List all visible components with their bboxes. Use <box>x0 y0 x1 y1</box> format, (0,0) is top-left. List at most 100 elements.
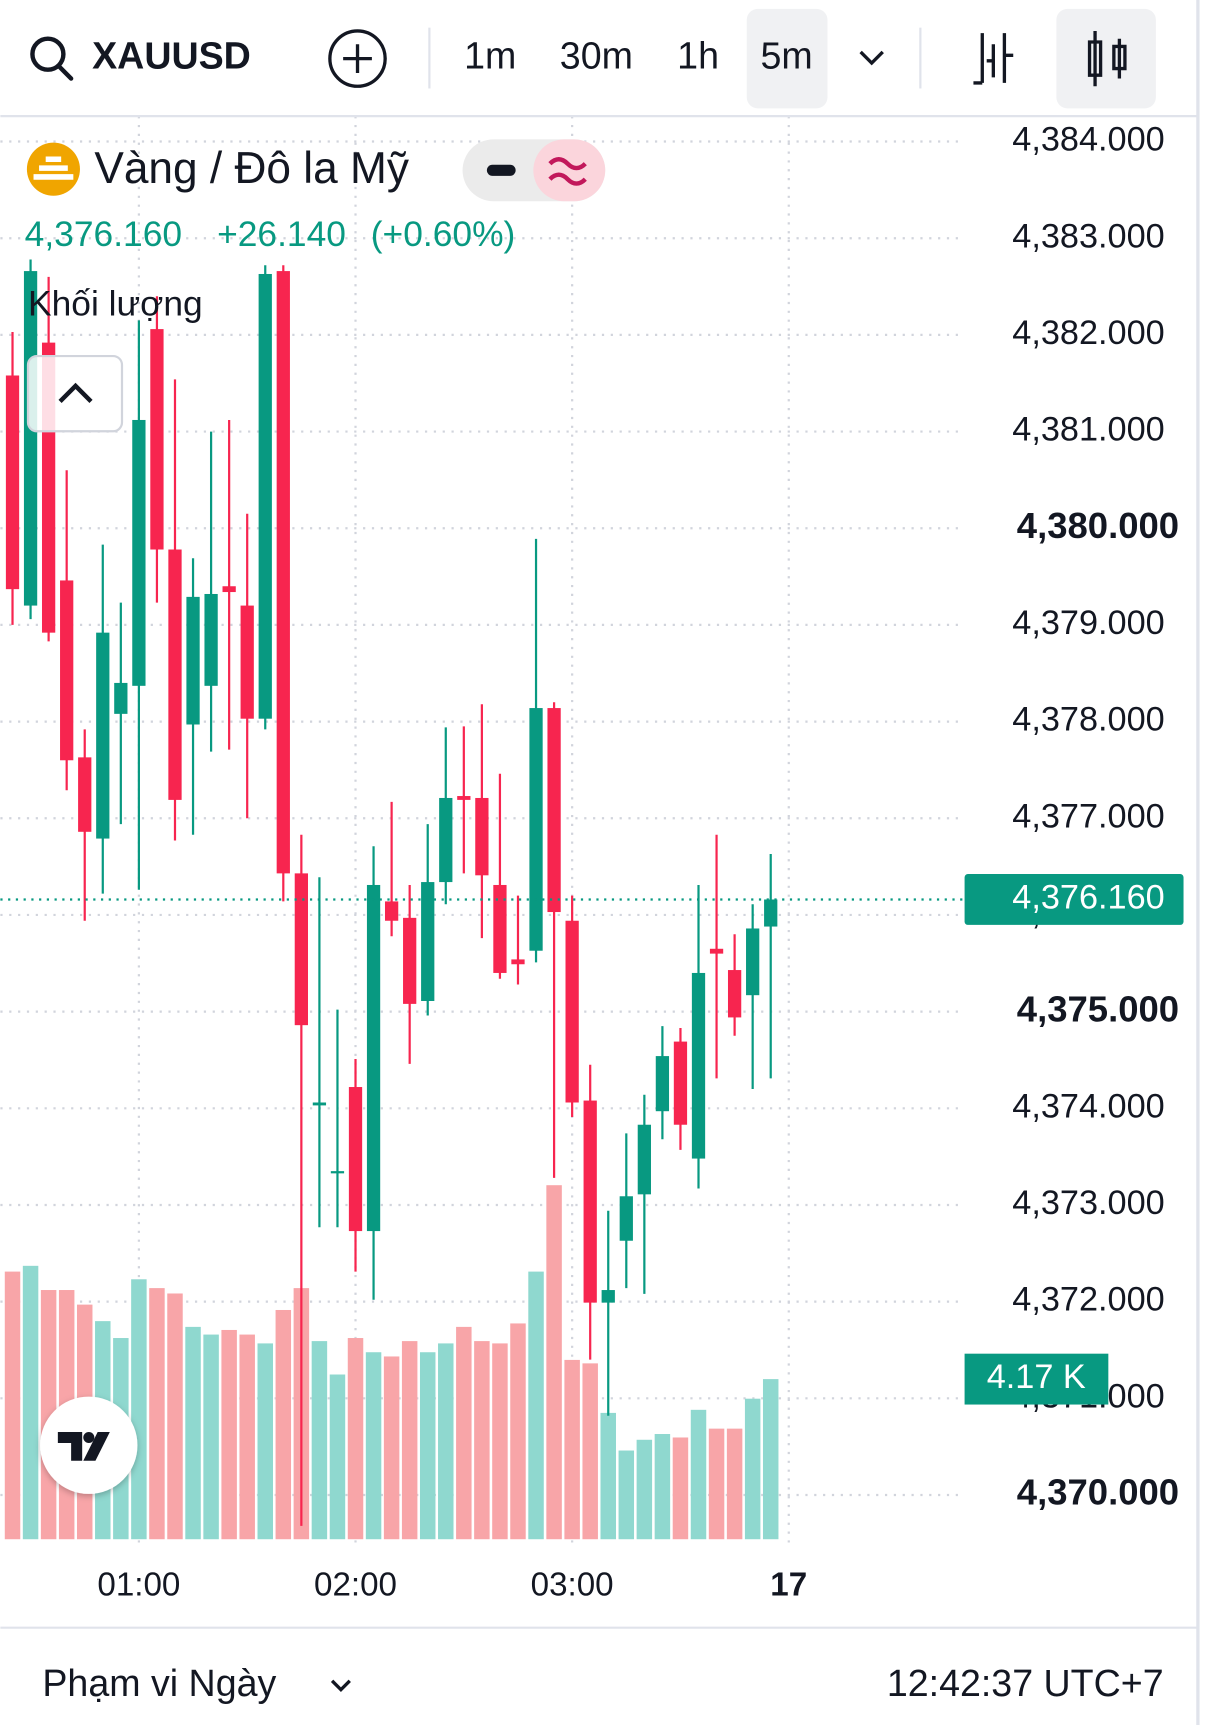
volume-bar <box>528 1271 544 1540</box>
last-price: 4,376.160 <box>25 215 182 254</box>
volume-bar <box>474 1341 490 1540</box>
volume-bar <box>546 1185 562 1540</box>
volume-bar <box>22 1265 39 1540</box>
bar-style-icon[interactable] <box>973 33 1014 85</box>
candle-body <box>673 1041 688 1125</box>
candle-body <box>727 970 742 1018</box>
volume-bar <box>492 1343 508 1540</box>
volume-bar <box>419 1352 436 1540</box>
symbol-logo-mark <box>33 156 74 180</box>
candle-body <box>366 884 381 1232</box>
volume-bar <box>383 1356 400 1540</box>
add-button[interactable] <box>328 29 387 88</box>
candle-body <box>764 899 778 927</box>
indicator-icon <box>548 157 587 186</box>
collapse-button[interactable] <box>26 354 124 433</box>
range-button[interactable]: Phạm vi Ngày <box>42 1662 276 1704</box>
candle-body <box>114 682 128 714</box>
volume-bar <box>4 1271 21 1540</box>
legend-title: Vàng / Đô la Mỹ <box>94 144 409 193</box>
candle-body <box>583 1100 597 1303</box>
y-tick-label: 4,384.000 <box>1012 121 1164 159</box>
volume-bar <box>672 1437 689 1540</box>
intervals: 1m 30m 1h 5m <box>464 35 813 77</box>
interval-dropdown[interactable] <box>859 50 884 66</box>
volume-bar <box>401 1341 418 1540</box>
candle-body <box>565 920 579 1103</box>
volume-bar <box>365 1352 382 1540</box>
volume-bar <box>564 1359 580 1540</box>
y-tick-label: 4,377.000 <box>1012 797 1164 835</box>
add-icon <box>343 44 372 73</box>
candle-body <box>493 884 507 973</box>
volume-label: 4.17 K <box>987 1358 1086 1396</box>
candle-body <box>637 1124 651 1195</box>
candle-body <box>709 948 724 954</box>
volume-bar <box>618 1450 635 1540</box>
interval-button[interactable]: 5m <box>760 35 812 77</box>
volume-bar <box>438 1343 454 1540</box>
volume-bar <box>690 1409 707 1540</box>
y-tick-label: 4,383.000 <box>1012 217 1164 255</box>
volume-title: Khối lượng <box>28 285 203 324</box>
x-tick-label: 01:00 <box>97 1567 180 1604</box>
y-tick-label: 4,378.000 <box>1012 701 1164 739</box>
clock: 12:42:37 UTC+7 <box>887 1662 1164 1704</box>
y-tick-label: 4,375.000 <box>1017 988 1179 1029</box>
indicator-toggle[interactable] <box>533 139 606 202</box>
y-tick-label: 4,382.000 <box>1012 314 1164 352</box>
interval-button[interactable]: 1h <box>677 35 719 77</box>
volume-bar <box>726 1428 743 1540</box>
y-tick-label: 4,372.000 <box>1012 1281 1164 1319</box>
volume-bar <box>221 1329 237 1540</box>
interval-button[interactable]: 1m <box>464 35 516 77</box>
candle-body <box>5 375 20 590</box>
volume-bar <box>456 1326 472 1540</box>
candle-style-bg[interactable] <box>1056 8 1156 109</box>
hide-icon <box>486 164 516 176</box>
volume-bar <box>257 1343 273 1540</box>
search[interactable]: XAUUSD <box>30 35 251 81</box>
candle-body <box>276 271 290 874</box>
range-dropdown[interactable] <box>330 1679 351 1692</box>
candle-body <box>348 1087 363 1232</box>
volume-bar <box>239 1334 255 1540</box>
price-change-pct: (+0.60%) <box>371 215 516 254</box>
candle-body <box>547 708 561 913</box>
candle-body <box>475 797 489 876</box>
x-tick-label: 02:00 <box>314 1567 397 1604</box>
volume-bar <box>131 1279 147 1540</box>
candle-body <box>511 959 525 965</box>
chart-layer: 4,384.000 4,383.000 4,382.000 4,381.000 4,38… <box>0 116 1184 1604</box>
volume-bar <box>203 1334 219 1540</box>
candle-body <box>132 419 146 686</box>
candle-body <box>294 873 308 1026</box>
volume-bar <box>744 1398 761 1540</box>
candle-body <box>529 708 543 951</box>
volume-bar <box>636 1439 653 1540</box>
interval-button[interactable]: 30m <box>560 35 633 77</box>
volume-bar <box>708 1428 725 1540</box>
candle-body <box>746 928 760 996</box>
candle-body <box>655 1056 670 1112</box>
volume-bar <box>167 1293 183 1540</box>
candle-body <box>150 329 164 550</box>
volume-bar <box>654 1434 671 1540</box>
candle-body <box>312 1102 327 1106</box>
volume-bar <box>600 1412 616 1540</box>
volume-badge <box>964 1353 1109 1405</box>
volume-bar <box>185 1326 201 1540</box>
candle-body <box>384 901 399 921</box>
y-tick-label: 4,374.000 <box>1012 1087 1164 1125</box>
candle-body <box>96 632 110 839</box>
volume-bar <box>582 1363 598 1540</box>
search-icon <box>30 36 66 72</box>
candle-body <box>457 796 471 800</box>
collapse-icon <box>58 382 93 403</box>
volume-bar <box>762 1379 779 1540</box>
last-price-badge <box>964 874 1184 925</box>
tv-logo[interactable] <box>40 1396 138 1494</box>
y-tick-label: 4,381.000 <box>1012 411 1164 449</box>
x-tick-label: 17 <box>770 1567 807 1604</box>
